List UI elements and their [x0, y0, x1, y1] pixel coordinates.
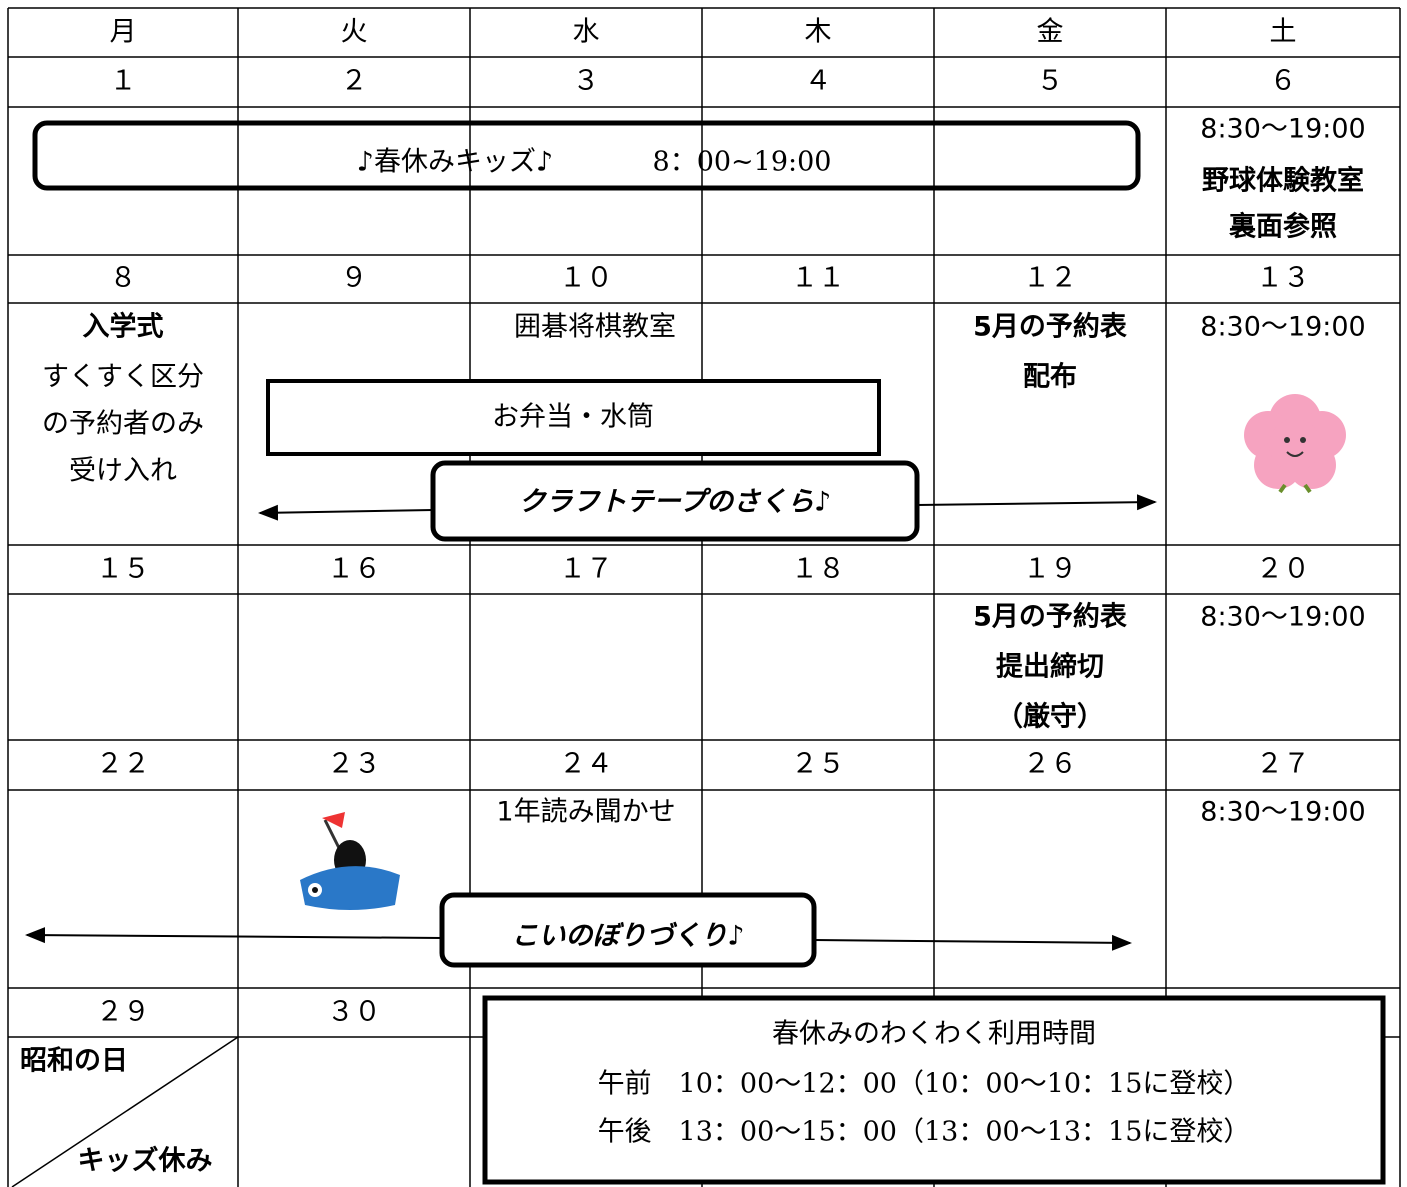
event: 配布	[1023, 362, 1077, 393]
date: １８	[791, 554, 845, 585]
date: ５	[1037, 66, 1064, 97]
date: １０	[559, 263, 613, 294]
event-box	[439, 892, 817, 968]
event: 1年読み聞かせ	[496, 797, 675, 828]
event: 5月の予約表	[973, 311, 1127, 343]
date: ２２	[96, 749, 150, 780]
date: ２４	[559, 749, 613, 780]
event: 提出締切	[996, 651, 1104, 683]
date: ２	[341, 66, 368, 97]
sakura-illustration	[1244, 394, 1346, 494]
date: ９	[341, 263, 368, 294]
event: 裏面参照	[1228, 211, 1337, 243]
arrow	[258, 504, 434, 521]
date: ２０	[1256, 554, 1310, 585]
date: ３０	[327, 997, 381, 1028]
event-box	[266, 379, 881, 456]
date: ４	[805, 66, 832, 97]
note: の予約者のみ	[42, 409, 204, 440]
holiday: 昭和の日	[20, 1046, 128, 1077]
date: １９	[1023, 554, 1077, 585]
hours: 8:30～19:00	[1200, 797, 1365, 828]
event-title: ♪春休みキッズ♪	[357, 147, 553, 178]
date: １２	[1023, 263, 1077, 294]
event: クラフトテープのさくら♪	[519, 487, 832, 518]
koinobori-illustration	[300, 812, 400, 910]
hours: 8:30～19:00	[1200, 602, 1365, 633]
day: 金	[1037, 17, 1064, 48]
day: 水	[573, 17, 600, 48]
day: 月	[110, 17, 137, 48]
arrow	[813, 934, 1132, 951]
event-box	[430, 460, 920, 542]
hours: 8:30～19:00	[1200, 312, 1365, 343]
holiday-note: キッズ休み	[78, 1145, 213, 1177]
note: 受け入れ	[69, 456, 177, 487]
arrow	[25, 927, 443, 944]
notice-line: 午後 13：00～15：00（13：00～13：15に登校）	[598, 1117, 1251, 1148]
event: お弁当・水筒	[492, 402, 654, 433]
event: （厳守）	[996, 701, 1104, 733]
date: ２３	[327, 749, 381, 780]
notice-line: 午前 10：00～12：00（10：00～10：15に登校）	[598, 1069, 1251, 1100]
event-box	[32, 120, 1141, 191]
event: こいのぼりづくり♪	[511, 921, 744, 952]
notice-box	[482, 995, 1386, 1185]
day-headers: 月 火 水 木 金 土	[110, 17, 1297, 48]
day: 火	[341, 17, 368, 48]
date: １１	[791, 263, 845, 294]
date: ８	[110, 263, 137, 294]
date: ２６	[1023, 749, 1077, 780]
event: 囲碁将棋教室	[514, 312, 676, 343]
note: すくすく区分	[42, 362, 204, 393]
event: 野球体験教室	[1202, 165, 1364, 197]
hours: 8:30～19:00	[1200, 114, 1365, 145]
date: ３	[573, 66, 600, 97]
date: ２７	[1256, 749, 1310, 780]
event: 5月の予約表	[973, 601, 1127, 633]
event-time: 8：00~19:00	[653, 147, 832, 178]
date: １７	[559, 554, 613, 585]
date: ２５	[791, 749, 845, 780]
date: ２９	[96, 997, 150, 1028]
grid	[7, 7, 1401, 1187]
day: 木	[805, 17, 832, 48]
event: 入学式	[83, 311, 164, 343]
date: ６	[1270, 66, 1297, 97]
date: １６	[327, 554, 381, 585]
arrow	[916, 494, 1157, 511]
date: １５	[96, 554, 150, 585]
notice-title: 春休みのわくわく利用時間	[772, 1019, 1096, 1050]
day: 土	[1270, 17, 1297, 48]
date: １３	[1256, 263, 1310, 294]
date: １	[110, 66, 137, 97]
